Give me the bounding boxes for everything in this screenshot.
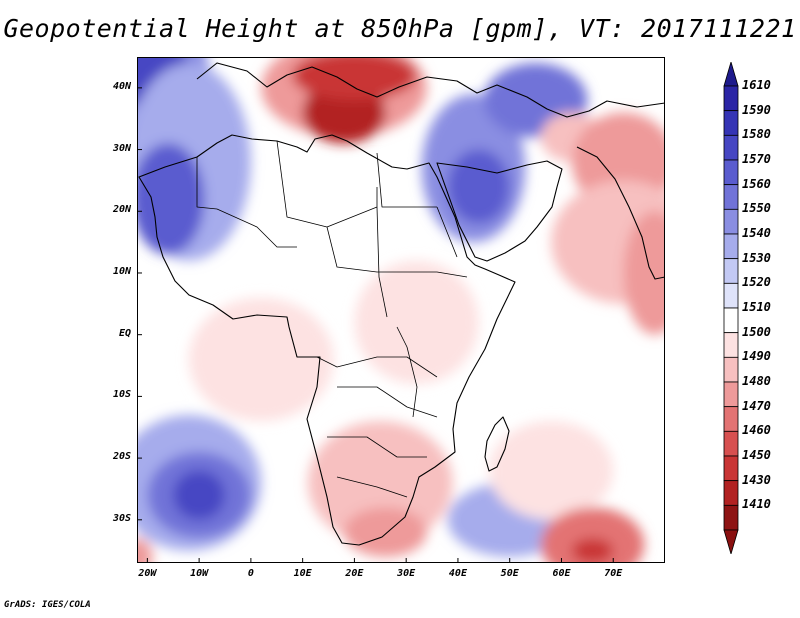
colorbar-label: 1470	[742, 398, 771, 413]
arabia-coastline	[436, 160, 563, 262]
africa-coastline	[138, 134, 516, 546]
height-anomaly-region-13	[623, 211, 665, 335]
lat-tick-label: 30S	[112, 512, 131, 524]
lon-tick-label: 60E	[552, 568, 571, 579]
colorbar-swatch	[723, 356, 739, 383]
madagascar-coastline	[484, 416, 510, 472]
colorbar	[723, 62, 739, 554]
colorbar-swatch	[723, 504, 739, 531]
map-panel	[137, 57, 665, 563]
colorbar-swatch	[723, 381, 739, 408]
colorbar-swatch	[723, 307, 739, 334]
lat-tick-label: 40N	[112, 80, 131, 92]
colorbar-label: 1520	[742, 275, 771, 290]
grads-credit: GrADS: IGES/COLA	[4, 600, 91, 610]
colorbar-swatch	[723, 406, 739, 432]
lat-tick-label: 20N	[112, 204, 131, 216]
colorbar-label: 1550	[742, 201, 771, 216]
height-anomaly-region-19	[307, 421, 453, 545]
colorbar-label: 1570	[742, 152, 771, 166]
colorbar-label: 1480	[742, 374, 771, 388]
colorbar-swatch	[723, 332, 739, 358]
colorbar-swatch	[723, 159, 739, 186]
height-anomaly-region-8	[447, 149, 510, 224]
colorbar-swatch	[723, 85, 739, 112]
colorbar-swatch	[723, 258, 739, 284]
colorbar-label: 1490	[742, 349, 771, 364]
lat-tick-label: 30N	[112, 142, 131, 154]
lon-tick-label: 20W	[138, 568, 157, 579]
colorbar-label: 1510	[742, 300, 771, 314]
lon-tick-label: 20E	[345, 568, 364, 579]
lat-tick-label: 10S	[112, 389, 131, 401]
geopotential-field-map	[137, 57, 665, 563]
colorbar-swatch	[723, 184, 739, 210]
colorbar-label: 1610	[742, 78, 771, 92]
height-anomaly-region-6	[292, 57, 417, 101]
colorbar-label: 1590	[742, 102, 771, 117]
colorbar-swatch	[723, 455, 739, 482]
height-anomaly-region-14	[354, 260, 479, 385]
lon-tick-label: 10E	[293, 568, 312, 579]
colorbar-swatch	[723, 233, 739, 260]
map-frame	[137, 57, 665, 563]
lat-tick-label: EQ	[118, 327, 131, 339]
height-anomaly-region-24	[571, 538, 614, 563]
country-borders	[196, 140, 468, 498]
colorbar-label: 1540	[742, 226, 771, 240]
colorbar-swatch	[723, 110, 739, 136]
colorbar-label: 1450	[742, 448, 771, 462]
colorbar-label: 1580	[742, 127, 771, 142]
lon-tick-label: 70E	[604, 568, 623, 579]
colorbar-bottom-arrow	[723, 529, 739, 554]
colorbar-label: 1410	[742, 497, 771, 512]
colorbar-label: 1500	[742, 324, 771, 339]
height-anomaly-region-20	[344, 507, 427, 557]
colorbar-label: 1530	[742, 250, 771, 265]
height-anomaly-region-18	[173, 470, 225, 520]
lon-tick-label: 0	[247, 568, 254, 579]
europe-coastline	[196, 62, 665, 118]
colorbar-label: 1460	[742, 423, 771, 438]
colorbar-top-arrow	[723, 62, 739, 87]
colorbar-label: 1560	[742, 176, 771, 191]
colorbar-swatch	[723, 208, 739, 235]
lon-tick-label: 10W	[190, 568, 209, 579]
height-anomaly-region-25	[137, 538, 153, 563]
lon-tick-label: 50E	[500, 568, 519, 579]
height-anomaly-region-22	[489, 421, 614, 520]
map-title: Geopotential Height at 850hPa [gpm], VT:…	[3, 14, 797, 43]
colorbar-swatch	[723, 282, 739, 309]
colorbar-swatch	[723, 480, 739, 506]
lat-tick-label: 10N	[112, 265, 131, 277]
height-anomaly-region-15	[188, 297, 334, 422]
colorbar-label: 1430	[742, 472, 771, 487]
height-anomaly-region-23	[540, 507, 645, 563]
colorbar-swatch	[723, 134, 739, 161]
lon-tick-label: 40E	[448, 568, 467, 579]
colorbar-swatch	[723, 430, 739, 457]
lat-tick-label: 20S	[112, 451, 131, 463]
india-coastline	[576, 146, 665, 280]
lon-tick-label: 30E	[397, 568, 416, 579]
